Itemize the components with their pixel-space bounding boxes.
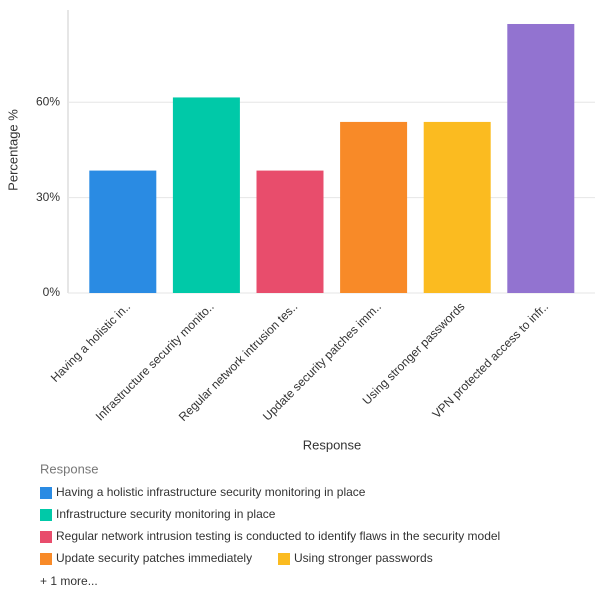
legend-label[interactable]: Infrastructure security monitoring in pl… xyxy=(56,507,276,521)
legend-label[interactable]: Update security patches immediately xyxy=(56,551,252,565)
legend-label[interactable]: Using stronger passwords xyxy=(294,551,433,565)
x-tick-label: Having a holistic in.. xyxy=(48,299,133,384)
legend-more[interactable]: + 1 more... xyxy=(40,574,98,588)
bar xyxy=(423,121,491,293)
legend-swatch[interactable] xyxy=(40,531,52,543)
legend-swatch[interactable] xyxy=(40,487,52,499)
bar xyxy=(340,121,408,293)
y-tick-label: 60% xyxy=(36,94,60,108)
y-tick-label: 0% xyxy=(43,285,61,299)
y-tick-label: 30% xyxy=(36,190,60,204)
bar xyxy=(256,170,324,293)
legend-title: Response xyxy=(40,461,99,476)
y-axis-title: Percentage % xyxy=(5,109,20,191)
legend-label[interactable]: Having a holistic infrastructure securit… xyxy=(56,485,366,499)
legend-swatch[interactable] xyxy=(40,509,52,521)
bar xyxy=(507,23,575,294)
legend-swatch[interactable] xyxy=(278,553,290,565)
bar xyxy=(89,170,157,293)
x-axis-title: Response xyxy=(303,437,362,452)
legend-swatch[interactable] xyxy=(40,553,52,565)
legend-label[interactable]: Regular network intrusion testing is con… xyxy=(56,529,500,543)
bar xyxy=(172,97,240,293)
